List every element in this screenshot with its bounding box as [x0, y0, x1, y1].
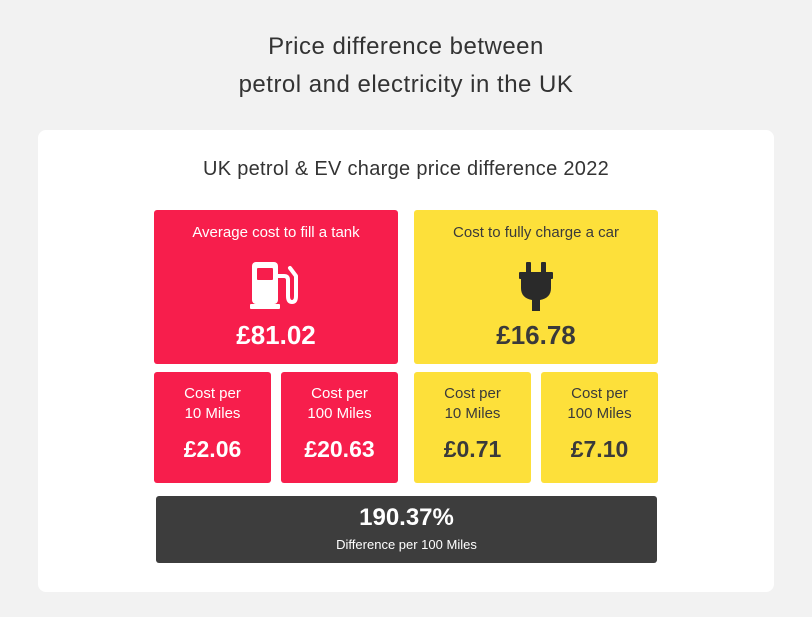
ev-charge-cost-label: Cost to fully charge a car	[453, 224, 619, 241]
fuel-pump-icon	[250, 260, 302, 315]
petrol-cost-per-100-miles-tile: Cost per 100 Miles £20.63	[281, 372, 398, 483]
ev-cost-per-100-miles-value: £7.10	[570, 436, 629, 462]
ev-charge-cost-value: £16.78	[496, 320, 576, 350]
ev-cost-per-10-miles-label: Cost per 10 Miles	[414, 384, 531, 424]
label-line-1: Cost per	[571, 385, 628, 402]
petrol-cost-per-100-miles-label: Cost per 100 Miles	[281, 384, 398, 424]
label-line-1: Cost per	[184, 385, 241, 402]
ev-cost-per-10-miles-value: £0.71	[443, 436, 502, 462]
label-line-1: Cost per	[444, 385, 501, 402]
petrol-tank-cost-value: £81.02	[236, 320, 316, 350]
label-line-2: 10 Miles	[444, 405, 501, 422]
petrol-cost-per-10-miles-label: Cost per 10 Miles	[154, 384, 271, 424]
petrol-cost-per-10-miles-tile: Cost per 10 Miles £2.06	[154, 372, 271, 483]
ev-cost-per-10-miles-tile: Cost per 10 Miles £0.71	[414, 372, 531, 483]
label-line-2: 100 Miles	[307, 405, 372, 422]
ev-charge-cost-tile: Cost to fully charge a car £16.78	[414, 210, 658, 364]
plug-icon	[516, 260, 556, 317]
difference-banner: 190.37% Difference per 100 Miles	[156, 496, 657, 563]
petrol-tank-cost-tile: Average cost to fill a tank £81.02	[154, 210, 398, 364]
ev-cost-per-100-miles-tile: Cost per 100 Miles £7.10	[541, 372, 658, 483]
page-title: Price difference between petrol and elec…	[0, 28, 812, 104]
petrol-cost-per-100-miles-value: £20.63	[304, 436, 375, 462]
label-line-2: 10 Miles	[184, 405, 241, 422]
petrol-cost-per-10-miles-value: £2.06	[183, 436, 242, 462]
petrol-tank-cost-label: Average cost to fill a tank	[192, 224, 360, 241]
ev-cost-per-100-miles-label: Cost per 100 Miles	[541, 384, 658, 424]
card-title: UK petrol & EV charge price difference 2…	[202, 158, 610, 180]
label-line-1: Cost per	[311, 385, 368, 402]
difference-label: Difference per 100 Miles	[336, 537, 477, 552]
page-title-line-2: petrol and electricity in the UK	[238, 71, 574, 98]
difference-value: 190.37%	[359, 504, 454, 531]
label-line-2: 100 Miles	[567, 405, 632, 422]
page-title-line-1: Price difference between	[268, 33, 544, 60]
